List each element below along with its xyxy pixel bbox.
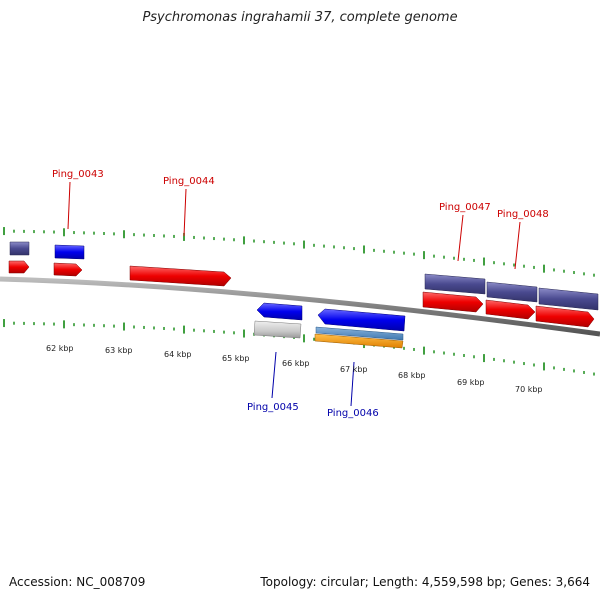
feature-gene-red[interactable]	[8, 260, 30, 274]
feature-gene-red[interactable]	[53, 262, 83, 277]
feature-gene-red[interactable]	[535, 305, 595, 328]
scale-label: 64 kbp	[164, 350, 192, 359]
gene-label-ping-0043[interactable]: Ping_0043	[52, 169, 104, 180]
reverse-features	[253, 302, 406, 349]
gene-label-ping-0044[interactable]: Ping_0044	[163, 176, 215, 187]
scale-label: 69 kbp	[457, 378, 485, 387]
genome-backbone	[0, 276, 600, 337]
feature-gene-purple[interactable]	[538, 287, 599, 311]
scale-label: 65 kbp	[222, 354, 250, 363]
feature-gene-red[interactable]	[485, 299, 536, 320]
feature-gene-blue[interactable]	[317, 308, 406, 332]
feature-gene-purple[interactable]	[9, 241, 30, 256]
feature-gene-orange[interactable]	[314, 333, 404, 349]
genome-title: Psychromonas ingrahamii 37, complete gen…	[142, 10, 458, 25]
accession-text: Accession: NC_008709	[9, 575, 146, 589]
forward-features	[8, 241, 599, 328]
feature-gene-purple[interactable]	[424, 273, 486, 295]
scale-label: 68 kbp	[398, 371, 426, 380]
genome-summary-text: Topology: circular; Length: 4,559,598 bp…	[260, 575, 590, 589]
feature-gene-red[interactable]	[129, 265, 232, 287]
scale-label: 70 kbp	[515, 385, 543, 394]
feature-gene-red[interactable]	[422, 291, 484, 313]
label-leaders	[67, 181, 521, 407]
feature-gene-blue[interactable]	[54, 244, 85, 260]
gene-label-ping-0045[interactable]: Ping_0045	[247, 402, 299, 413]
gene-labels: Ping_0043 Ping_0044 Ping_0047 Ping_0048 …	[52, 169, 549, 419]
feature-gene-blue[interactable]	[256, 302, 303, 321]
scale-labels: 62 kbp 63 kbp 64 kbp 65 kbp 66 kbp 67 kb…	[46, 344, 543, 394]
gene-label-ping-0047[interactable]: Ping_0047	[439, 202, 491, 213]
scale-label: 62 kbp	[46, 344, 74, 353]
forward-scale-ticks	[3, 227, 595, 277]
feature-gene-gray[interactable]	[253, 320, 302, 339]
gene-label-ping-0048[interactable]: Ping_0048	[497, 209, 549, 220]
scale-label: 67 kbp	[340, 365, 368, 374]
scale-label: 66 kbp	[282, 359, 310, 368]
gene-label-ping-0046[interactable]: Ping_0046	[327, 408, 379, 419]
feature-gene-purple[interactable]	[486, 281, 538, 303]
feature-gene-steel[interactable]	[315, 326, 404, 341]
scale-label: 63 kbp	[105, 346, 133, 355]
